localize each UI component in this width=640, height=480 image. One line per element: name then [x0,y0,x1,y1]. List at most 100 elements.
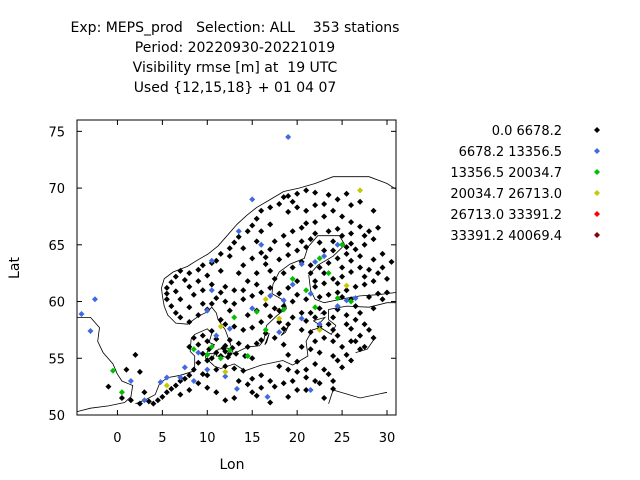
data-point-series-0 [240,367,247,374]
data-point-series-0 [186,343,193,350]
x-tick-label: 0 [113,431,121,446]
data-point-series-0 [177,391,184,398]
data-point-series-1 [343,297,350,304]
data-point-series-3 [316,326,323,333]
legend-marker-2 [594,169,600,175]
data-point-series-0 [330,314,337,321]
data-point-series-0 [375,270,382,277]
data-point-series-0 [249,222,256,229]
data-point-series-0 [172,382,179,389]
data-point-series-1 [157,379,164,386]
data-point-series-0 [204,272,211,279]
data-point-series-0 [240,287,247,294]
x-tick-label: 10 [199,431,216,446]
data-point-series-1 [177,374,184,381]
data-point-series-0 [321,280,328,287]
data-point-series-0 [240,262,247,269]
data-point-series-0 [334,332,341,339]
data-point-series-0 [352,303,359,310]
data-point-series-2 [303,287,310,294]
legend-marker-4 [594,211,600,217]
data-point-series-0 [199,262,206,269]
axis-ticks: 0 5 10 15 20 25 30 50 55 60 65 70 75 [48,120,396,446]
data-point-series-0 [375,290,382,297]
data-point-series-0 [303,366,310,373]
data-point-series-0 [357,253,364,260]
data-point-series-0 [204,372,211,379]
data-point-series-0 [240,296,247,303]
data-point-series-0 [249,255,256,262]
data-point-series-0 [224,354,231,361]
title-line-3: Visibility rmse [m] at 19 UTC [132,60,338,76]
data-point-series-0 [298,224,305,231]
data-point-series-0 [267,246,274,253]
data-point-series-0 [321,200,328,207]
legend-label-5: 33391.2 40069.4 [450,229,562,244]
data-point-series-0 [334,289,341,296]
data-point-series-0 [348,325,355,332]
data-point-series-0 [330,338,337,345]
data-point-series-0 [276,290,283,297]
data-point-series-2 [208,343,215,350]
data-point-series-0 [271,238,278,245]
data-point-series-3 [357,187,364,194]
data-points [78,134,395,407]
data-point-series-0 [177,377,184,384]
data-point-series-1 [226,325,233,332]
data-point-series-0 [312,338,319,345]
data-point-series-0 [361,241,368,248]
data-point-series-0 [366,294,373,300]
y-tick-label: 75 [48,125,65,140]
data-point-series-2 [190,346,197,353]
data-point-series-0 [168,385,175,392]
data-point-series-0 [262,261,269,268]
data-point-series-0 [235,270,242,277]
x-axis-label: Lon [220,457,245,473]
data-point-series-0 [123,366,130,373]
data-point-series-1 [208,287,215,294]
data-point-series-0 [271,305,278,312]
data-point-series-0 [231,239,238,246]
data-point-series-0 [294,291,301,298]
legend-label-2: 13356.5 20034.7 [450,166,562,181]
data-point-series-0 [348,202,355,209]
data-point-series-2 [118,389,125,396]
data-point-series-0 [352,246,359,253]
data-point-series-0 [253,270,260,277]
plot-frame [76,119,397,416]
legend-marker-3 [594,190,600,196]
data-point-series-0 [235,233,242,240]
data-point-series-0 [321,309,328,316]
data-point-series-0 [321,334,328,341]
data-point-series-0 [276,318,283,325]
coastline-map [77,176,396,412]
data-point-series-0 [280,380,287,387]
data-point-series-1 [285,134,292,141]
data-point-series-0 [303,387,310,394]
data-point-series-0 [307,329,314,336]
y-tick-label: 70 [48,182,65,197]
data-point-series-0 [235,377,242,384]
data-point-series-0 [361,321,368,328]
data-point-series-0 [325,259,332,266]
data-point-series-1 [280,297,287,304]
data-point-series-0 [204,384,211,391]
data-point-series-0 [163,389,170,396]
data-point-series-0 [163,284,170,291]
data-point-series-1 [258,241,265,248]
data-point-series-0 [249,375,256,382]
data-point-series-1 [298,315,305,322]
data-point-series-0 [154,397,161,404]
data-point-series-0 [244,381,251,388]
data-point-series-0 [334,225,341,232]
data-point-series-0 [312,377,319,384]
data-point-series-0 [294,278,301,285]
data-point-series-0 [370,236,377,243]
data-point-series-0 [298,309,305,316]
data-point-series-1 [233,385,240,392]
x-tick-label: 30 [379,431,396,446]
data-point-series-0 [325,228,332,235]
data-point-series-0 [348,257,355,264]
data-point-series-0 [321,247,328,254]
